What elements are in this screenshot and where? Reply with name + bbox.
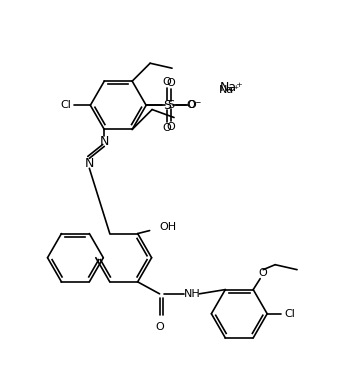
Text: O: O [167, 122, 175, 132]
Text: O: O [259, 268, 267, 278]
Text: N: N [100, 135, 109, 148]
Text: Cl: Cl [60, 100, 71, 110]
Text: O: O [155, 322, 164, 332]
Text: Na⁺: Na⁺ [220, 81, 244, 94]
Text: O⁻: O⁻ [186, 100, 201, 110]
Text: OH: OH [159, 222, 177, 231]
Text: NH: NH [184, 289, 201, 299]
Text: Na⁺: Na⁺ [219, 85, 240, 95]
Text: O: O [163, 123, 171, 133]
Text: O: O [163, 77, 171, 87]
Text: S: S [167, 100, 175, 110]
Text: N: N [85, 157, 94, 170]
Text: O⁻: O⁻ [188, 100, 202, 110]
Text: S: S [163, 99, 171, 112]
Text: Cl: Cl [285, 309, 296, 319]
Text: O: O [167, 78, 175, 88]
